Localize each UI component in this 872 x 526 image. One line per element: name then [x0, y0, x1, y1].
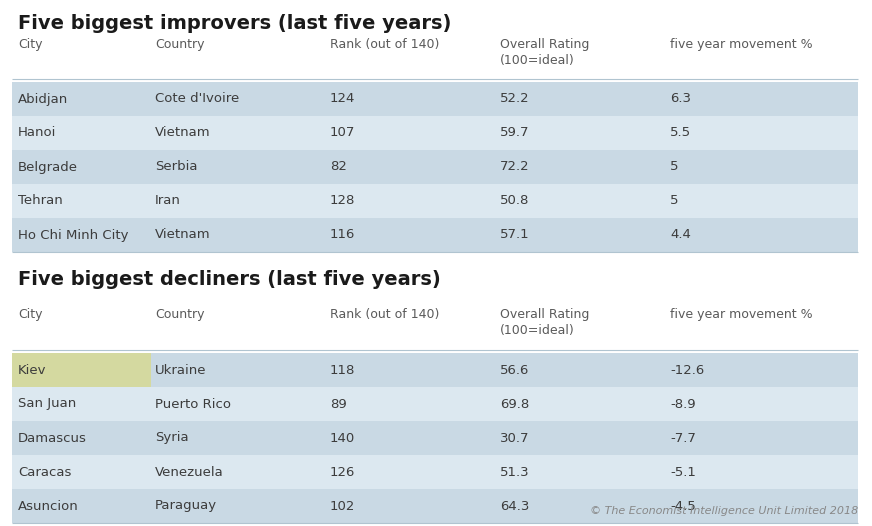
- Text: -5.1: -5.1: [670, 466, 696, 479]
- Text: City: City: [18, 308, 43, 321]
- Text: 6.3: 6.3: [670, 93, 691, 106]
- Text: Hanoi: Hanoi: [18, 126, 57, 139]
- Bar: [12, 353, 151, 387]
- Text: Rank (out of 140): Rank (out of 140): [330, 308, 439, 321]
- Text: Venezuela: Venezuela: [155, 466, 224, 479]
- Text: 118: 118: [330, 363, 356, 377]
- Text: Ukraine: Ukraine: [155, 363, 207, 377]
- Text: -12.6: -12.6: [670, 363, 705, 377]
- Text: Rank (out of 140): Rank (out of 140): [330, 38, 439, 51]
- Bar: [12, 150, 858, 184]
- Text: 128: 128: [330, 195, 356, 207]
- Text: Five biggest improvers (last five years): Five biggest improvers (last five years): [18, 14, 452, 33]
- Bar: [12, 218, 858, 252]
- Bar: [12, 353, 858, 387]
- Text: 64.3: 64.3: [500, 500, 529, 512]
- Text: Iran: Iran: [155, 195, 181, 207]
- Text: Ho Chi Minh City: Ho Chi Minh City: [18, 228, 128, 241]
- Text: Caracas: Caracas: [18, 466, 72, 479]
- Bar: [12, 82, 858, 116]
- Text: 126: 126: [330, 466, 356, 479]
- Bar: [12, 116, 858, 150]
- Text: -8.9: -8.9: [670, 398, 696, 410]
- Bar: [12, 387, 858, 421]
- Text: Vietnam: Vietnam: [155, 126, 211, 139]
- Text: Puerto Rico: Puerto Rico: [155, 398, 231, 410]
- Text: Five biggest decliners (last five years): Five biggest decliners (last five years): [18, 270, 440, 289]
- Text: 124: 124: [330, 93, 356, 106]
- Text: 5: 5: [670, 160, 678, 174]
- Text: Syria: Syria: [155, 431, 188, 444]
- Bar: [12, 421, 858, 455]
- Text: Country: Country: [155, 38, 205, 51]
- Text: 82: 82: [330, 160, 347, 174]
- Text: San Juan: San Juan: [18, 398, 76, 410]
- Text: five year movement %: five year movement %: [670, 308, 813, 321]
- Text: © The Economist Intelligence Unit Limited 2018: © The Economist Intelligence Unit Limite…: [589, 506, 858, 516]
- Text: Belgrade: Belgrade: [18, 160, 78, 174]
- Text: Tehran: Tehran: [18, 195, 63, 207]
- Text: 140: 140: [330, 431, 355, 444]
- Text: Overall Rating
(100=ideal): Overall Rating (100=ideal): [500, 38, 589, 67]
- Bar: [12, 489, 858, 523]
- Text: 102: 102: [330, 500, 356, 512]
- Text: Serbia: Serbia: [155, 160, 197, 174]
- Text: 116: 116: [330, 228, 356, 241]
- Text: Cote d'Ivoire: Cote d'Ivoire: [155, 93, 239, 106]
- Text: 72.2: 72.2: [500, 160, 529, 174]
- Text: -4.5: -4.5: [670, 500, 696, 512]
- Text: Asuncion: Asuncion: [18, 500, 78, 512]
- Text: 50.8: 50.8: [500, 195, 529, 207]
- Text: 30.7: 30.7: [500, 431, 529, 444]
- Text: 56.6: 56.6: [500, 363, 529, 377]
- Text: 5: 5: [670, 195, 678, 207]
- Text: Vietnam: Vietnam: [155, 228, 211, 241]
- Text: 4.4: 4.4: [670, 228, 691, 241]
- Text: Abidjan: Abidjan: [18, 93, 68, 106]
- Text: Country: Country: [155, 308, 205, 321]
- Text: Kiev: Kiev: [18, 363, 46, 377]
- Text: 52.2: 52.2: [500, 93, 529, 106]
- Text: 59.7: 59.7: [500, 126, 529, 139]
- Text: 5.5: 5.5: [670, 126, 691, 139]
- Bar: [12, 184, 858, 218]
- Text: Paraguay: Paraguay: [155, 500, 217, 512]
- Text: Damascus: Damascus: [18, 431, 87, 444]
- Bar: [12, 455, 858, 489]
- Text: 89: 89: [330, 398, 347, 410]
- Text: five year movement %: five year movement %: [670, 38, 813, 51]
- Text: 57.1: 57.1: [500, 228, 529, 241]
- Text: 107: 107: [330, 126, 356, 139]
- Text: -7.7: -7.7: [670, 431, 696, 444]
- Text: 69.8: 69.8: [500, 398, 529, 410]
- Text: Overall Rating
(100=ideal): Overall Rating (100=ideal): [500, 308, 589, 337]
- Text: City: City: [18, 38, 43, 51]
- Text: 51.3: 51.3: [500, 466, 529, 479]
